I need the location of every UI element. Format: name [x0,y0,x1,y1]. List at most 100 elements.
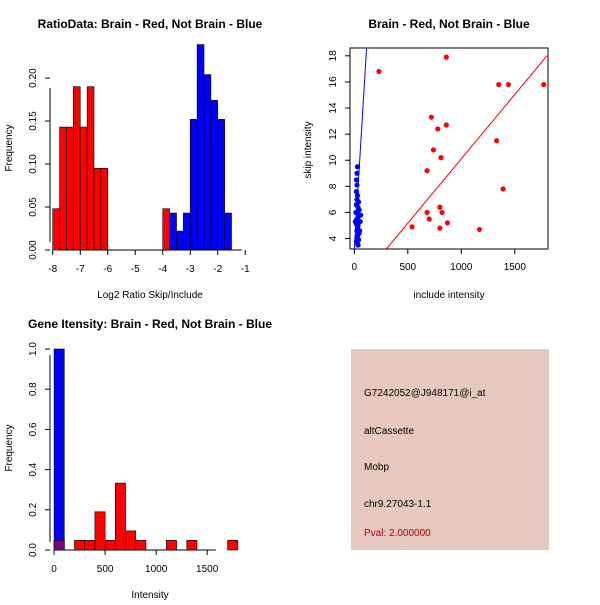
bar-ratio-red-0 [52,208,60,251]
scatter-point-red-18 [409,224,415,230]
ratio-ytick-label-0: 0.00 [28,240,39,260]
scatter-point-red-1 [443,54,449,60]
ratio-ytick-label-1: 0.05 [28,197,39,217]
bar-intensity-blue-0 [53,348,65,551]
scatter-point-red-16 [426,216,432,222]
scatter-ytick-label-6: 16 [328,76,339,88]
intensity-histogram-panel: Gene Itensity: Brain - Red, Not Brain - … [4,317,272,601]
scatter-point-red-8 [494,138,500,144]
bar-ratio-red-2 [66,126,74,251]
scatter-plot-frame [349,47,549,250]
ratio-ytick-label-4: 0.20 [28,68,39,88]
scatter-point-red-7 [443,122,449,128]
bar-intensity-red-4 [104,540,116,551]
bar-ratio-blue-4 [196,44,205,251]
bar-ratio-blue-0 [169,212,177,251]
bar-ratio-blue-7 [217,119,225,251]
scatter-ytick-label-3: 10 [328,154,339,166]
gene-name-text: Mobp [364,462,389,473]
bar-intensity-red-10 [227,540,239,551]
intensity-ytick-label-2: 0.4 [28,462,39,476]
ratio-xtick-label-4: -4 [158,264,167,275]
scatter-xtick-label-2: 1000 [450,262,473,273]
ratio-xtick-label-1: -7 [76,264,85,275]
probe-id-text: G7242052@J948171@i_at [364,388,486,399]
scatter-y-label: skip intensity [303,121,314,178]
bar-intensity-red-8 [166,540,177,551]
bar-intensity-red-5 [115,482,126,551]
ratio-x-label: Log2 Ratio Skip/Include [97,290,203,301]
scatter-ytick-label-1: 6 [328,209,339,215]
intensity-xtick-label-0: 0 [51,564,57,575]
ratio-histogram-panel: RatioData: Brain - Red, Not Brain - Blue… [4,17,263,301]
info-panel: G7242052@J948171@i_at altCassette Mobp c… [351,349,549,550]
info-box [351,349,549,550]
intensity-ytick-label-4: 0.8 [28,382,39,396]
location-text: chr9.27043-1.1 [364,499,432,510]
scatter-ytick-label-5: 14 [328,102,339,114]
scatter-point-red-17 [444,220,450,226]
bar-intensity-red-9 [186,540,198,551]
ratio-chart-title: RatioData: Brain - Red, Not Brain - Blue [38,17,263,31]
scatter-fit-line-red [386,55,548,249]
scatter-point-blue-0 [354,164,361,170]
scatter-point-red-14 [424,209,430,216]
scatter-panel: Brain - Red, Not Brain - Blue 0 500 1000 15… [303,17,549,301]
bar-intensity-overlap-0 [53,540,65,551]
scatter-chart-title: Brain - Red, Not Brain - Blue [368,17,530,31]
ratio-xtick-label-6: -2 [213,264,222,275]
scatter-point-blue-2 [353,177,360,183]
scatter-ytick-label-4: 12 [328,128,339,140]
intensity-xtick-label-2: 1000 [145,564,168,575]
scatter-point-red-13 [437,204,443,210]
bar-intensity-red-1 [74,540,86,551]
scatter-point-blue-28 [352,218,358,225]
intensity-xtick-label-3: 1500 [196,564,219,575]
scatter-point-red-6 [435,126,441,132]
ratio-ytick-label-3: 0.15 [28,111,39,131]
intensity-xtick-label-1: 500 [97,564,114,575]
scatter-xtick-label-3: 1500 [504,262,527,273]
bar-intensity-red-7 [135,540,147,551]
bar-ratio-blue-2 [183,212,191,251]
intensity-chart-title: Gene Itensity: Brain - Red, Not Brain - … [28,317,272,331]
scatter-point-red-19 [437,225,443,231]
bar-ratio-red-5 [86,86,95,251]
scatter-point-blue-27 [358,212,364,218]
pval-text: Pval: 2.000000 [364,528,431,539]
intensity-y-label: Frequency [4,424,15,471]
scatter-point-red-0 [376,68,382,75]
bar-ratio-blue-1 [176,230,184,251]
bar-ratio-red-6 [93,168,102,251]
bar-ratio-blue-8 [224,212,232,251]
scatter-point-blue-5 [354,192,361,199]
bar-ratio-red-7 [100,168,109,251]
scatter-x-label: include intensity [413,290,484,301]
scatter-ytick-label-7: 18 [328,50,339,62]
intensity-ytick-label-3: 0.6 [28,422,39,436]
scatter-xtick-label-0: 0 [351,262,357,273]
scatter-point-red-9 [430,147,437,153]
scatter-point-red-15 [439,209,445,216]
scatter-point-blue-1 [354,170,360,176]
intensity-ytick-label-1: 0.2 [28,502,39,516]
scatter-ytick-label-2: 8 [328,183,339,189]
scatter-point-blue-15 [357,218,363,225]
event-type-text: altCassette [364,426,414,437]
bar-intensity-red-6 [125,530,137,551]
ratio-ytick-label-2: 0.10 [28,154,39,174]
ratio-xtick-label-0: -8 [48,264,57,275]
scatter-point-blue-3 [354,182,360,188]
scatter-point-blue-26 [357,228,363,234]
intensity-x-label: Intensity [131,590,168,600]
scatter-point-red-3 [505,81,511,88]
ratio-xtick-label-7: -1 [241,264,250,275]
scatter-point-red-20 [476,226,483,233]
intensity-ytick-label-5: 1.0 [28,342,39,356]
ratio-xtick-label-2: -6 [103,264,112,275]
bar-ratio-red-8 [162,208,170,251]
scatter-point-red-11 [424,168,430,174]
ratio-xtick-label-3: -5 [131,264,140,275]
scatter-point-red-5 [428,114,434,120]
bar-ratio-blue-5 [203,74,212,251]
